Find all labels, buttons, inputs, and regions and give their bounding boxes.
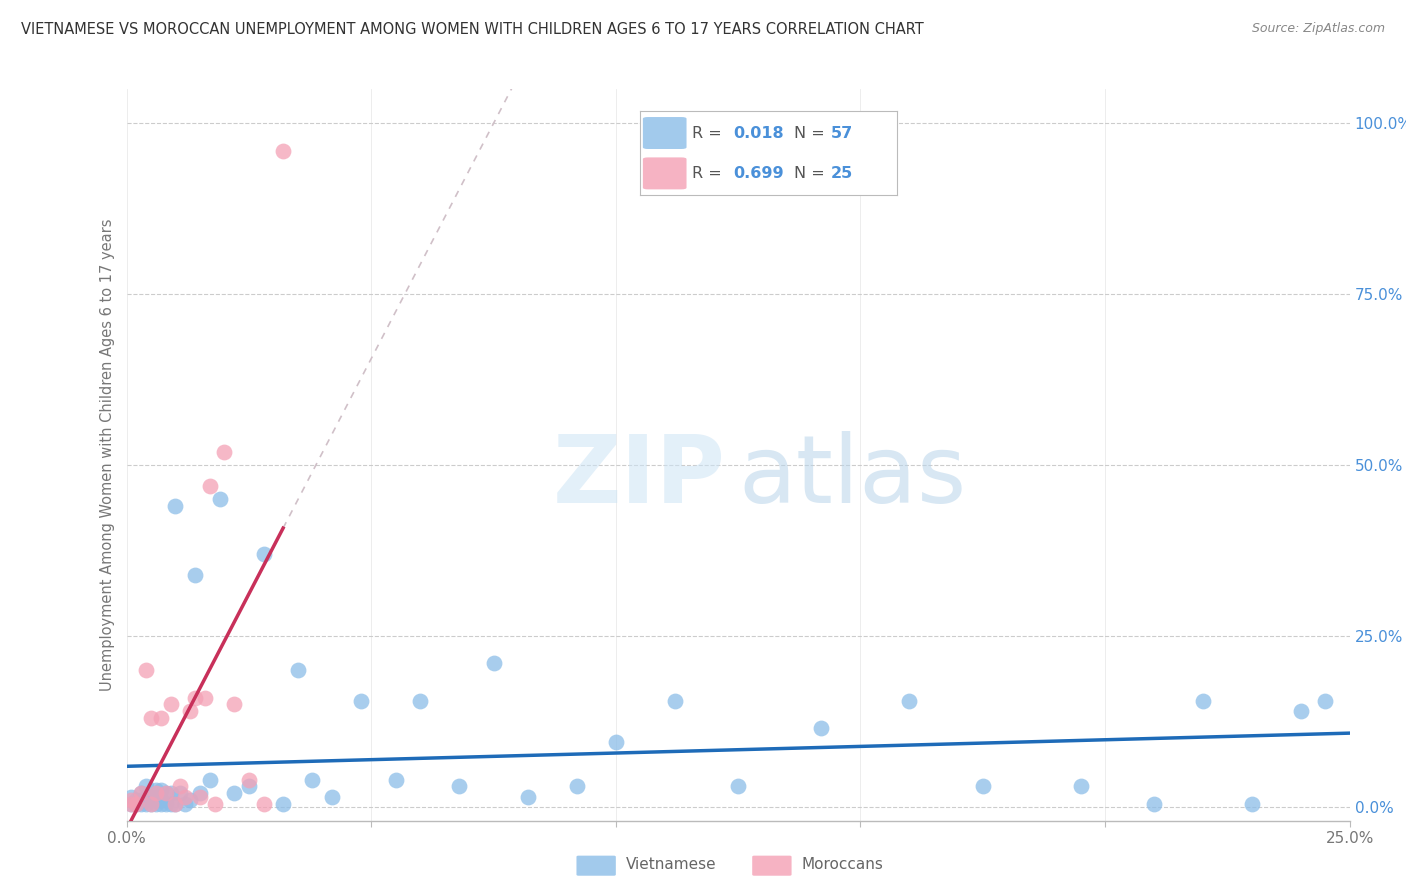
Point xyxy=(135,789,157,804)
Text: Source: ZipAtlas.com: Source: ZipAtlas.com xyxy=(1251,22,1385,36)
Point xyxy=(129,797,152,811)
Text: VIETNAMESE VS MOROCCAN UNEMPLOYMENT AMONG WOMEN WITH CHILDREN AGES 6 TO 17 YEARS: VIETNAMESE VS MOROCCAN UNEMPLOYMENT AMON… xyxy=(21,22,924,37)
Point xyxy=(139,797,162,811)
Point xyxy=(188,789,211,804)
Point xyxy=(159,698,181,712)
Point xyxy=(449,780,471,794)
Point xyxy=(204,797,226,811)
Point xyxy=(810,722,832,736)
Point xyxy=(482,657,505,671)
Point xyxy=(159,786,181,800)
Point xyxy=(409,694,432,708)
Point xyxy=(145,783,167,797)
Point xyxy=(149,783,172,797)
Point xyxy=(224,786,246,800)
Point xyxy=(145,789,167,804)
Point xyxy=(179,704,201,718)
Point xyxy=(174,797,197,811)
Point xyxy=(135,663,157,677)
Text: Moroccans: Moroccans xyxy=(801,857,883,871)
Point xyxy=(125,793,148,807)
Point xyxy=(169,786,191,800)
Point xyxy=(120,793,142,807)
Text: atlas: atlas xyxy=(738,431,966,523)
Point xyxy=(120,789,142,804)
Point xyxy=(129,786,152,800)
Point xyxy=(188,786,211,800)
Point xyxy=(145,786,167,800)
Point xyxy=(198,772,221,787)
Point xyxy=(145,797,167,811)
Point xyxy=(125,797,148,811)
FancyBboxPatch shape xyxy=(576,855,616,876)
Point xyxy=(238,780,260,794)
Point xyxy=(120,797,142,811)
Point xyxy=(664,694,686,708)
Point xyxy=(1315,694,1337,708)
Point xyxy=(198,478,221,492)
Point xyxy=(214,444,236,458)
Point xyxy=(165,797,187,811)
Point xyxy=(139,797,162,811)
Point xyxy=(184,690,207,705)
Point xyxy=(174,789,197,804)
Point xyxy=(120,797,142,811)
Point xyxy=(179,793,201,807)
Point xyxy=(139,711,162,725)
Point xyxy=(129,786,152,800)
Text: Vietnamese: Vietnamese xyxy=(626,857,716,871)
Point xyxy=(727,780,749,794)
Point xyxy=(605,735,627,749)
Point xyxy=(252,547,274,561)
Point xyxy=(135,780,157,794)
Point xyxy=(224,698,246,712)
Point xyxy=(972,780,994,794)
Point xyxy=(149,711,172,725)
Point xyxy=(271,797,294,811)
Point xyxy=(1070,780,1092,794)
Point xyxy=(165,499,187,513)
Point xyxy=(155,786,177,800)
Point xyxy=(1240,797,1263,811)
Point xyxy=(565,780,588,794)
Point xyxy=(159,797,181,811)
Point xyxy=(135,797,157,811)
Point xyxy=(1143,797,1166,811)
Point xyxy=(125,797,148,811)
Point xyxy=(516,789,538,804)
Point xyxy=(321,789,343,804)
Point xyxy=(384,772,406,787)
Point xyxy=(155,797,177,811)
Point xyxy=(1192,694,1215,708)
Point xyxy=(301,772,323,787)
Point xyxy=(149,797,172,811)
Point xyxy=(169,780,191,794)
Text: ZIP: ZIP xyxy=(553,431,725,523)
Point xyxy=(165,797,187,811)
Point xyxy=(1289,704,1312,718)
Point xyxy=(898,694,921,708)
Point xyxy=(271,144,294,158)
Point xyxy=(350,694,373,708)
Point xyxy=(287,663,309,677)
Point xyxy=(184,567,207,582)
Point xyxy=(208,492,231,507)
FancyBboxPatch shape xyxy=(752,855,792,876)
Point xyxy=(155,786,177,800)
Point xyxy=(139,789,162,804)
Point xyxy=(194,690,217,705)
Point xyxy=(252,797,274,811)
Point xyxy=(149,793,172,807)
Point xyxy=(238,772,260,787)
Point xyxy=(129,793,152,807)
Y-axis label: Unemployment Among Women with Children Ages 6 to 17 years: Unemployment Among Women with Children A… xyxy=(100,219,115,691)
